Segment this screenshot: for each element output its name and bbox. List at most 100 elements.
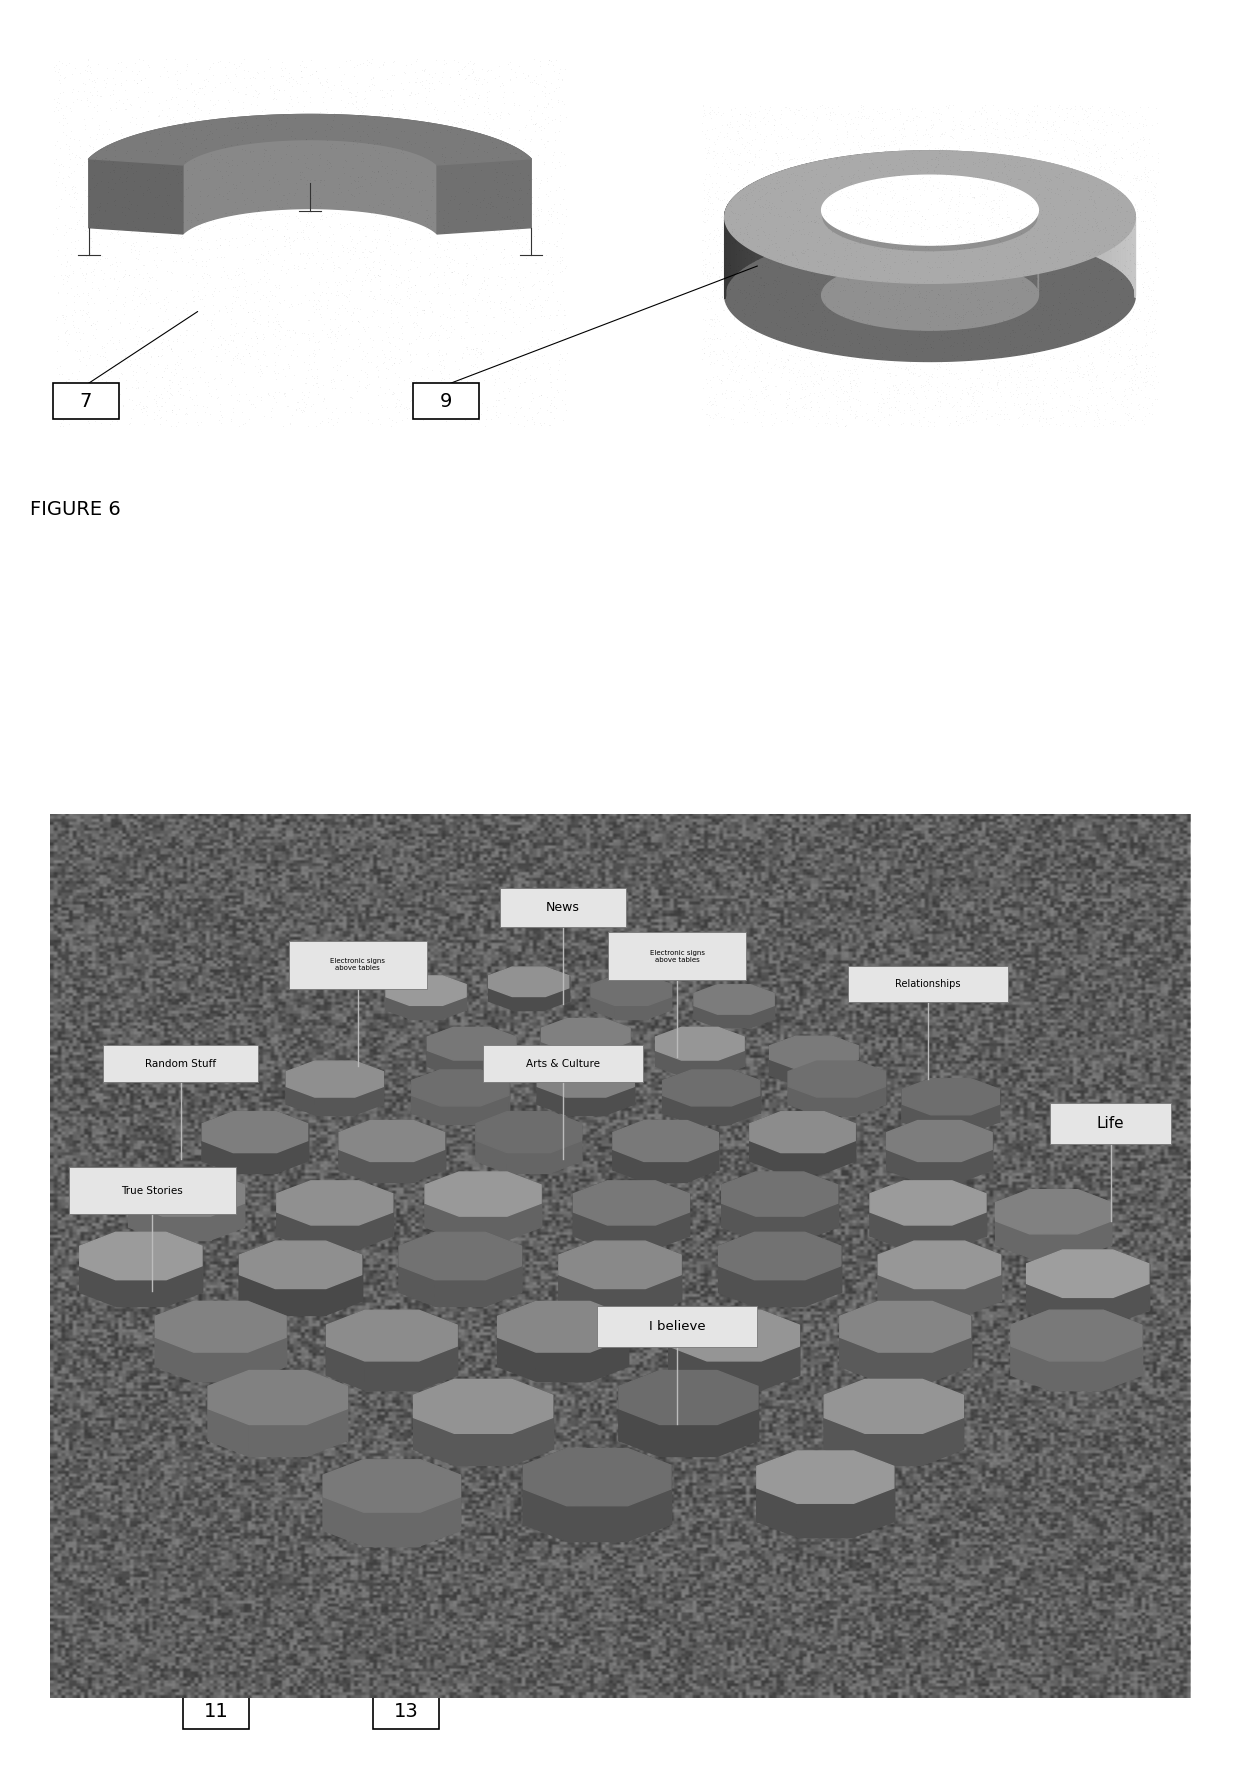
Point <box>936 92 956 120</box>
Point <box>1068 142 1087 170</box>
Polygon shape <box>817 1097 857 1114</box>
Point <box>972 94 992 122</box>
Point <box>435 133 455 161</box>
Point <box>409 368 429 396</box>
Point <box>87 193 107 221</box>
Point <box>377 110 397 138</box>
Point <box>769 152 789 180</box>
Point <box>693 334 713 363</box>
Point <box>284 255 304 283</box>
Point <box>221 310 241 338</box>
Point <box>367 352 387 380</box>
Point <box>742 131 761 159</box>
Point <box>811 248 831 276</box>
Point <box>505 58 525 87</box>
Point <box>191 409 211 437</box>
Point <box>417 196 436 225</box>
Point <box>146 234 166 262</box>
Polygon shape <box>1078 1221 1111 1258</box>
Point <box>73 163 93 191</box>
Point <box>272 143 291 172</box>
Point <box>944 225 963 253</box>
Point <box>1001 166 1021 195</box>
Point <box>929 242 949 271</box>
Point <box>434 262 454 290</box>
Point <box>916 285 936 313</box>
Point <box>81 57 100 85</box>
Point <box>249 297 269 325</box>
Point <box>373 50 393 78</box>
Point <box>250 350 270 379</box>
Point <box>269 310 289 338</box>
Point <box>956 403 976 432</box>
Point <box>1089 373 1109 402</box>
Point <box>890 149 910 177</box>
Point <box>754 396 774 425</box>
Point <box>970 120 990 149</box>
Point <box>915 287 935 315</box>
Point <box>975 149 994 177</box>
Point <box>1130 391 1149 419</box>
Point <box>899 228 919 257</box>
Point <box>830 356 849 384</box>
Point <box>355 359 374 387</box>
Point <box>211 409 231 437</box>
Point <box>843 384 863 412</box>
Point <box>464 163 484 191</box>
Point <box>160 384 180 412</box>
Point <box>884 348 904 377</box>
Point <box>182 78 202 106</box>
Polygon shape <box>1029 1233 1078 1258</box>
Point <box>1047 315 1066 343</box>
Point <box>1054 133 1074 161</box>
Point <box>839 317 859 345</box>
Point <box>538 127 558 156</box>
Point <box>513 60 533 88</box>
Point <box>1085 308 1105 336</box>
Point <box>166 246 186 274</box>
Point <box>738 255 758 283</box>
Point <box>485 371 505 400</box>
Point <box>525 364 544 393</box>
Point <box>393 405 413 433</box>
Point <box>549 106 569 134</box>
Point <box>309 140 329 168</box>
Point <box>926 99 946 127</box>
Point <box>259 71 279 99</box>
Point <box>712 251 732 280</box>
Point <box>283 336 303 364</box>
Point <box>925 156 945 184</box>
Point <box>1042 384 1061 412</box>
Point <box>348 173 368 202</box>
Point <box>786 370 806 398</box>
Point <box>273 180 293 209</box>
Point <box>794 402 813 430</box>
Point <box>856 182 875 211</box>
Point <box>1055 301 1075 329</box>
Point <box>1087 292 1107 320</box>
Point <box>1029 205 1049 234</box>
Point <box>177 173 197 202</box>
Point <box>316 320 336 348</box>
Point <box>366 234 386 262</box>
Point <box>398 264 418 292</box>
Point <box>972 274 992 302</box>
Point <box>210 173 229 202</box>
Point <box>330 352 350 380</box>
Point <box>226 74 246 103</box>
Point <box>459 379 479 407</box>
Point <box>861 350 880 379</box>
Point <box>463 58 482 87</box>
Point <box>465 191 485 219</box>
Point <box>450 81 470 110</box>
Point <box>539 46 559 74</box>
Point <box>1060 237 1080 265</box>
Point <box>727 205 746 234</box>
Point <box>719 359 739 387</box>
Point <box>138 73 157 101</box>
Point <box>305 348 325 377</box>
Point <box>399 214 419 242</box>
Point <box>1063 347 1083 375</box>
Point <box>784 341 804 370</box>
Point <box>928 373 947 402</box>
